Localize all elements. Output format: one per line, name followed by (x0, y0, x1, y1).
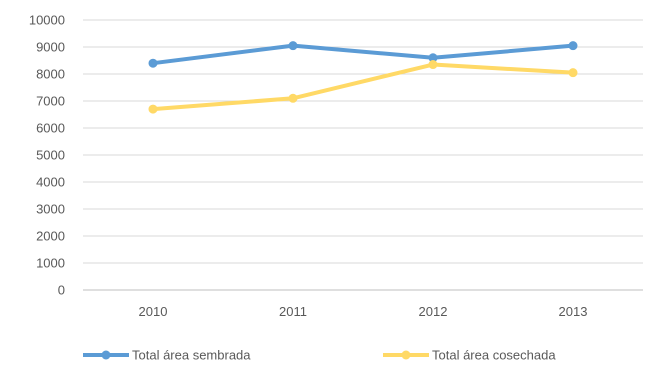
y-tick-label: 6000 (36, 121, 65, 136)
y-tick-label: 5000 (36, 148, 65, 163)
data-point (568, 41, 578, 51)
data-point (148, 104, 158, 114)
y-tick-label: 3000 (36, 202, 65, 217)
data-point (568, 68, 578, 78)
x-tick-label: 2010 (139, 304, 168, 319)
data-point (288, 41, 298, 51)
data-point (288, 93, 298, 103)
series-line (151, 43, 575, 66)
legend-marker (101, 350, 111, 360)
series-2 (148, 60, 578, 114)
legend-item: Total área cosechada (383, 348, 556, 363)
x-tick-label: 2011 (279, 304, 307, 319)
x-tick-label: 2013 (559, 304, 588, 319)
data-point (148, 58, 158, 68)
x-tick-label: 2012 (419, 304, 448, 319)
series-1 (148, 41, 578, 68)
legend-item: Total área sembrada (83, 348, 251, 363)
y-tick-label: 7000 (36, 94, 65, 109)
data-point (428, 53, 438, 63)
y-tick-label: 0 (58, 283, 65, 298)
y-tick-label: 2000 (36, 229, 65, 244)
y-tick-label: 9000 (36, 40, 65, 55)
y-tick-label: 1000 (36, 256, 65, 271)
series-line (151, 62, 575, 112)
y-tick-label: 8000 (36, 67, 65, 82)
legend: Total área sembrada Total área cosechada (83, 348, 556, 363)
x-axis-ticks: 2010 2011 2012 2013 (139, 304, 588, 319)
series-lines (148, 41, 578, 114)
y-tick-label: 10000 (29, 13, 65, 28)
legend-label: Total área cosechada (432, 348, 556, 363)
y-tick-label: 4000 (36, 175, 65, 190)
legend-marker (401, 350, 411, 360)
y-axis-ticks: 0 1000 2000 3000 4000 5000 6000 7000 8000 9000 100… (29, 13, 65, 298)
legend-label: Total área sembrada (132, 348, 251, 363)
data-point (428, 60, 438, 70)
